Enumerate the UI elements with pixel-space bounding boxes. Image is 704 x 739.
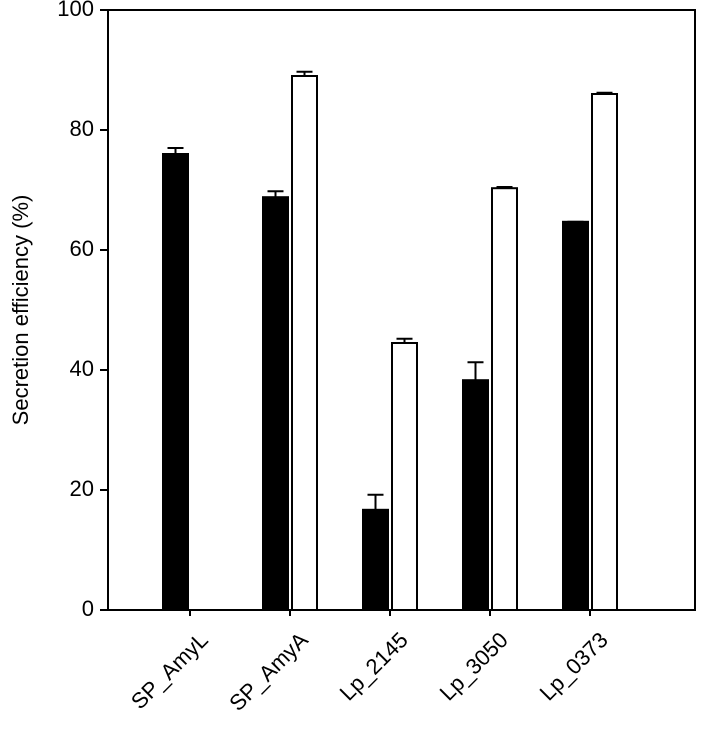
x-tick-label: Lp_2145 (335, 627, 413, 705)
plot-frame (107, 9, 696, 611)
bar (391, 342, 418, 611)
bar (362, 508, 389, 611)
y-tick-label: 20 (70, 476, 94, 501)
y-axis-label: Secretion efficiency (%) (8, 195, 33, 426)
error-bar (296, 70, 313, 76)
error-bar (596, 91, 613, 94)
bar (462, 379, 489, 612)
y-tick-label: 0 (82, 596, 94, 621)
bar (562, 220, 589, 612)
y-tick-label: 60 (70, 236, 94, 261)
x-tick-label: Lp_3050 (435, 627, 513, 705)
error-bar (396, 337, 413, 343)
y-tick-label: 40 (70, 356, 94, 381)
error-bar (267, 190, 284, 198)
y-tick-label: 100 (57, 0, 94, 21)
bar (591, 93, 618, 611)
error-bar (496, 186, 513, 189)
bar (262, 196, 289, 611)
bar (162, 153, 189, 611)
x-tick-label: Lp_0373 (535, 627, 613, 705)
error-bar (467, 361, 484, 381)
x-tick-label: SP_AmyA (224, 627, 313, 716)
bar (291, 75, 318, 611)
y-tick-label: 80 (70, 116, 94, 141)
bar (491, 187, 518, 611)
error-bar (167, 147, 184, 154)
x-tick-label: SP_AmyL (126, 627, 213, 714)
error-bar (367, 493, 384, 510)
